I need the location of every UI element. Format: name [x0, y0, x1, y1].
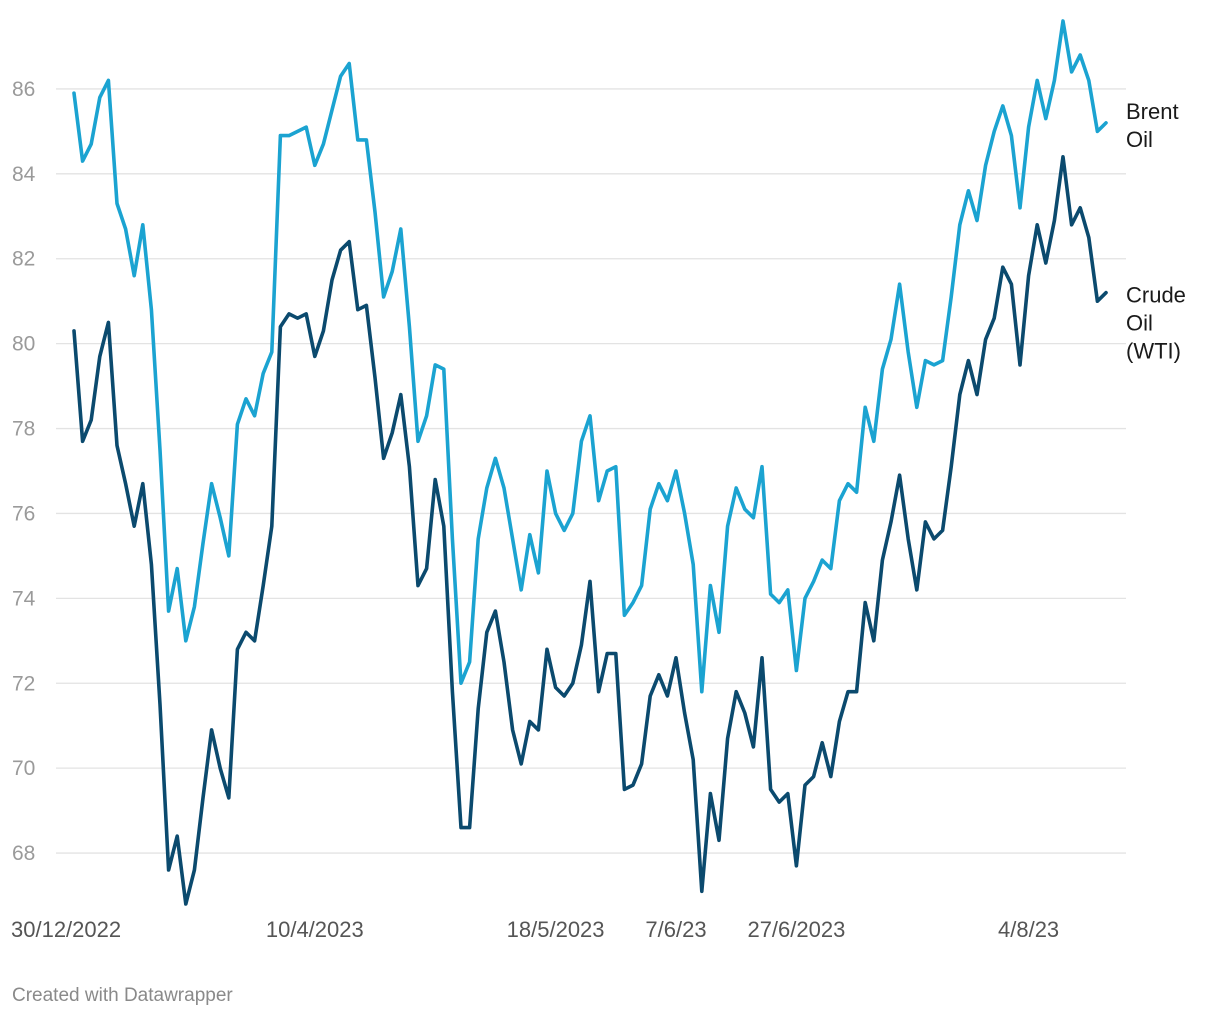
series-label-line: Oil — [1126, 127, 1153, 152]
y-tick-86: 86 — [12, 78, 35, 101]
y-axis: 68 70 72 74 76 78 80 82 84 86 — [12, 78, 36, 865]
series-line-1 — [72, 155, 1108, 906]
series-labels: Brent Oil Crude Oil (WTI) — [1126, 99, 1186, 364]
series-label-line: Brent — [1126, 99, 1179, 124]
datawrapper-credit[interactable]: Created with Datawrapper — [12, 985, 233, 1006]
y-tick-76: 76 — [12, 502, 35, 525]
y-tick-82: 82 — [12, 248, 35, 271]
series-label-0: Brent Oil — [1126, 99, 1179, 152]
series-label-1: Crude Oil (WTI) — [1126, 283, 1186, 364]
x-tick-0: 30/12/2022 — [11, 917, 121, 942]
y-tick-72: 72 — [12, 672, 35, 695]
x-tick-2: 18/5/2023 — [507, 917, 605, 942]
y-tick-70: 70 — [12, 757, 35, 780]
x-tick-4: 27/6/2023 — [747, 917, 845, 942]
x-axis: 30/12/2022 10/4/2023 18/5/2023 7/6/23 27/6/2… — [11, 917, 1059, 942]
series-line-0 — [72, 19, 1108, 694]
y-tick-74: 74 — [12, 587, 36, 610]
series-label-line: Oil — [1126, 311, 1153, 336]
x-tick-1: 10/4/2023 — [266, 917, 364, 942]
line-chart: 68 70 72 74 76 78 80 82 84 86 30/12/2022 10/4/2023… — [11, 19, 1186, 942]
y-tick-80: 80 — [12, 333, 35, 356]
x-tick-3: 7/6/23 — [645, 917, 706, 942]
series-label-line: (WTI) — [1126, 339, 1181, 364]
y-tick-84: 84 — [12, 163, 36, 186]
x-tick-5: 4/8/23 — [998, 917, 1059, 942]
y-tick-78: 78 — [12, 418, 35, 441]
y-tick-68: 68 — [12, 842, 35, 865]
series-lines — [72, 19, 1108, 906]
series-label-line: Crude — [1126, 283, 1186, 308]
